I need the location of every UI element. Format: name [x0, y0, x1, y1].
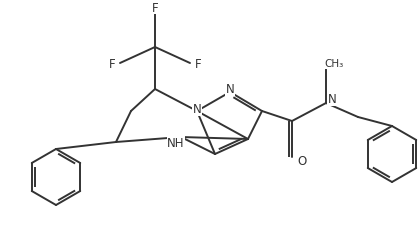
Text: F: F	[109, 57, 115, 70]
Text: O: O	[297, 155, 307, 168]
Text: NH: NH	[167, 137, 185, 150]
Text: N: N	[328, 93, 336, 106]
Text: F: F	[195, 57, 201, 70]
Text: N: N	[226, 83, 234, 96]
Text: CH₃: CH₃	[324, 59, 344, 69]
Text: N: N	[193, 103, 201, 116]
Text: F: F	[152, 1, 158, 14]
